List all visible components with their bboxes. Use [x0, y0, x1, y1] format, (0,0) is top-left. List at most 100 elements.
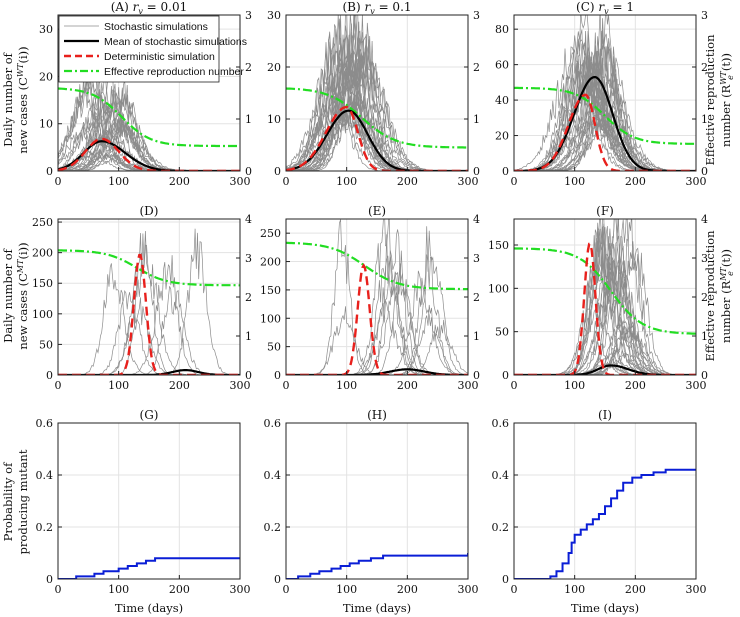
axes-frame: [57, 422, 241, 580]
y-tick-label: 0: [274, 165, 281, 178]
stochastic-line: [286, 234, 468, 375]
effective-r-line: [286, 87, 468, 149]
stochastic-line: [514, 318, 696, 375]
axes-frame: [57, 14, 241, 172]
stochastic-line: [286, 15, 468, 171]
stochastic-line: [58, 232, 240, 375]
deterministic-line: [58, 137, 240, 171]
stochastic-line: [58, 297, 240, 375]
stochastic-line: [514, 48, 696, 171]
y2-tick-label: 3: [701, 9, 708, 22]
stochastic-line: [58, 228, 240, 375]
x-tick-label: 200: [625, 583, 646, 596]
y-tick-label: 10: [267, 113, 281, 126]
row3-ylabel: Probability of: [1, 462, 15, 541]
legend-label-deterministic: Deterministic simulation: [104, 51, 215, 63]
y-tick-label: 60: [495, 59, 509, 72]
y-tick-label: 150: [488, 239, 509, 252]
plot-area: [514, 15, 696, 171]
y2-tick-label: 3: [473, 9, 480, 22]
y2-tick-label: 0: [245, 165, 252, 178]
stochastic-line: [514, 348, 696, 375]
y-tick-label: 0.4: [36, 469, 54, 482]
stochastic-line: [286, 255, 468, 375]
stochastic-line: [58, 117, 240, 171]
y2-tick-label: 2: [245, 291, 252, 304]
axes-frame: [285, 14, 469, 172]
y2-tick-label: 4: [245, 213, 252, 226]
x-tick-label: 200: [169, 379, 190, 392]
stochastic-line: [514, 298, 696, 375]
plot-area: [286, 553, 468, 579]
y2-tick-label: 2: [473, 291, 480, 304]
stochastic-line: [514, 245, 696, 375]
x-tick-label: 300: [230, 583, 251, 596]
stochastic-line: [514, 75, 696, 171]
x-tick-label: 100: [108, 175, 129, 188]
row3-ylabel-line2: producing mutant: [16, 449, 30, 554]
y-tick-label: 0.2: [264, 521, 282, 534]
y-tick-label: 250: [260, 227, 281, 240]
stochastic-line: [514, 38, 696, 171]
xlabel-h: Time (days): [343, 601, 411, 615]
y2-tick-label: 3: [473, 252, 480, 265]
panel-title: (H): [367, 408, 387, 422]
row1-ylabel-right: Effective reproduction: [703, 34, 717, 166]
axes-frame: [513, 422, 697, 580]
plot-area: [514, 468, 696, 579]
row1-ylabel-left: Daily number of: [1, 52, 15, 147]
y2-tick-label: 4: [473, 213, 480, 226]
deterministic-line: [58, 253, 240, 375]
x-tick-label: 300: [686, 175, 707, 188]
panel-g: 0 100 200 300 0 0.2 0.4 0.6 (G): [36, 408, 251, 596]
stochastic-line: [286, 219, 468, 375]
deterministic-line: [286, 263, 468, 375]
panel-title: (G): [140, 408, 159, 422]
panel-title: (B) rv = 0.1: [342, 0, 411, 16]
probability-line: [58, 557, 240, 579]
legend-label-effective-r: Effective reproduction number: [104, 66, 244, 78]
x-tick-label: 0: [283, 175, 290, 188]
y-tick-label: 0: [502, 165, 509, 178]
x-tick-label: 100: [564, 583, 585, 596]
row2-ylabel-left-line2: new cases (CMT(i)): [16, 242, 30, 349]
x-tick-label: 200: [169, 175, 190, 188]
stochastic-line: [58, 75, 240, 171]
x-tick-label: 0: [511, 379, 518, 392]
stochastic-line: [514, 226, 696, 375]
x-tick-label: 300: [686, 379, 707, 392]
y-tick-label: 20: [495, 130, 509, 143]
x-tick-label: 0: [55, 175, 62, 188]
y2-tick-label: 1: [473, 113, 480, 126]
y2-tick-label: 3: [701, 252, 708, 265]
y-tick-label: 200: [260, 256, 281, 269]
y2-tick-label: 0: [701, 165, 708, 178]
y-tick-label: 100: [260, 312, 281, 325]
plot-area: [58, 228, 240, 375]
x-tick-label: 300: [458, 175, 479, 188]
y2-tick-label: 1: [245, 113, 252, 126]
panel-title: (E): [368, 204, 386, 218]
stochastic-line: [58, 289, 240, 375]
y-tick-label: 0: [46, 573, 53, 586]
stochastic-line: [514, 341, 696, 375]
y2-tick-label: 2: [473, 61, 480, 74]
x-tick-label: 0: [283, 583, 290, 596]
x-tick-label: 200: [397, 379, 418, 392]
y2-tick-label: 2: [701, 291, 708, 304]
stochastic-line: [286, 32, 468, 171]
x-tick-label: 200: [397, 583, 418, 596]
y-tick-label: 0.6: [492, 417, 510, 430]
stochastic-line: [58, 263, 240, 375]
stochastic-line: [286, 64, 468, 171]
stochastic-line: [514, 252, 696, 375]
x-tick-label: 300: [458, 379, 479, 392]
y-tick-label: 0.2: [36, 521, 54, 534]
y-tick-label: 0: [46, 165, 53, 178]
x-tick-label: 0: [55, 379, 62, 392]
x-tick-label: 300: [230, 175, 251, 188]
